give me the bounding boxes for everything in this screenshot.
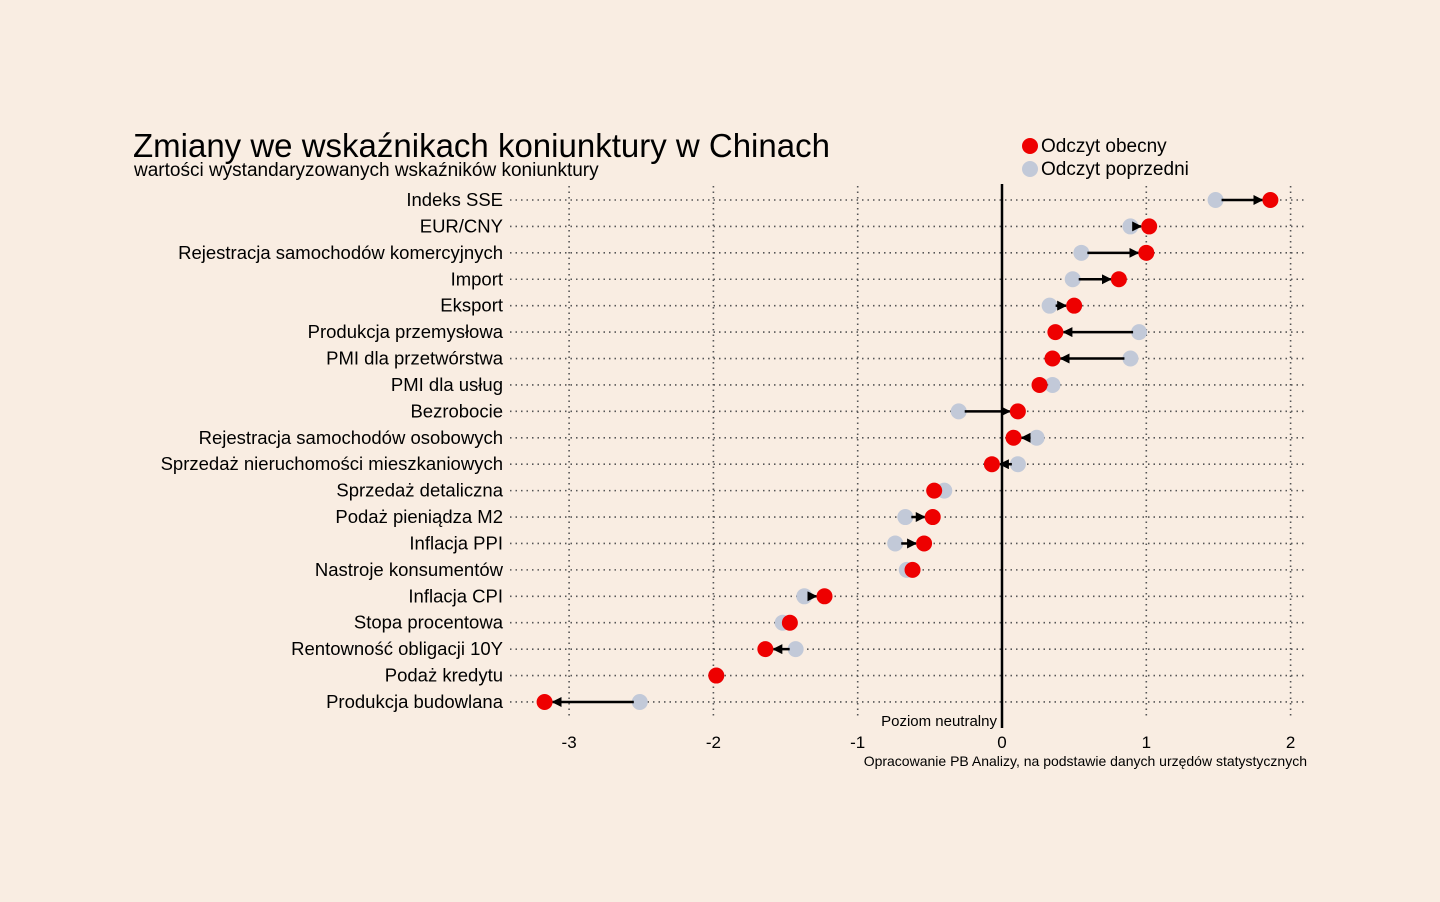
chart-row: Import bbox=[451, 268, 1305, 289]
category-label: Sprzedaż nieruchomości mieszkaniowych bbox=[161, 453, 503, 474]
category-label: Produkcja budowlana bbox=[326, 691, 504, 712]
point-current bbox=[816, 588, 833, 605]
legend-marker-current bbox=[1022, 138, 1038, 154]
point-previous bbox=[950, 403, 967, 420]
point-previous bbox=[1028, 429, 1045, 446]
category-label: Eksport bbox=[440, 295, 503, 316]
point-current bbox=[1047, 324, 1064, 341]
category-label: Stopa procentowa bbox=[354, 612, 504, 633]
category-label: Bezrobocie bbox=[410, 400, 503, 421]
point-current bbox=[1066, 297, 1083, 314]
x-tick-label: -3 bbox=[562, 733, 577, 752]
point-current bbox=[536, 693, 553, 710]
category-label: Indeks SSE bbox=[406, 189, 503, 210]
point-current bbox=[916, 535, 933, 552]
category-label: Inflacja PPI bbox=[409, 532, 503, 553]
point-current bbox=[1009, 403, 1026, 420]
point-previous bbox=[897, 509, 914, 526]
category-label: Sprzedaż detaliczna bbox=[336, 480, 503, 501]
category-label: Podaż kredytu bbox=[385, 665, 503, 686]
point-current bbox=[904, 561, 921, 578]
point-previous bbox=[796, 588, 813, 605]
chart-row: Stopa procentowa bbox=[354, 612, 1305, 633]
chart-row: Eksport bbox=[440, 295, 1305, 316]
category-label: Import bbox=[451, 268, 503, 289]
chart-row: Bezrobocie bbox=[410, 400, 1305, 421]
legend-label-current: Odczyt obecny bbox=[1041, 136, 1167, 157]
x-tick-label: -2 bbox=[706, 733, 721, 752]
legend-label-previous: Odczyt poprzedni bbox=[1041, 159, 1189, 180]
legend-marker-previous bbox=[1022, 161, 1038, 177]
chart-row: Inflacja CPI bbox=[408, 585, 1305, 606]
category-label: Rentowność obligacji 10Y bbox=[291, 638, 503, 659]
category-label: EUR/CNY bbox=[420, 215, 503, 236]
x-tick-label: 0 bbox=[997, 733, 1006, 752]
x-tick-label: 2 bbox=[1286, 733, 1295, 752]
chart-row: Rejestracja samochodów osobowych bbox=[199, 427, 1305, 448]
chart-row: PMI dla przetwórstwa bbox=[326, 348, 1305, 369]
chart-row: Podaż kredytu bbox=[385, 665, 1305, 686]
category-label: Rejestracja samochodów osobowych bbox=[199, 427, 503, 448]
point-previous bbox=[787, 641, 804, 658]
chart-row: Rentowność obligacji 10Y bbox=[291, 638, 1305, 659]
x-tick-label: 1 bbox=[1142, 733, 1151, 752]
point-current bbox=[757, 641, 774, 658]
category-label: Produkcja przemysłowa bbox=[308, 321, 504, 342]
point-previous bbox=[1009, 456, 1026, 473]
chart-row: Indeks SSE bbox=[406, 189, 1305, 210]
point-current bbox=[1031, 376, 1048, 393]
point-current bbox=[1262, 192, 1279, 208]
chart-row: PMI dla usług bbox=[391, 374, 1305, 395]
category-label: Inflacja CPI bbox=[408, 585, 503, 606]
point-current bbox=[1138, 244, 1155, 261]
point-previous bbox=[1122, 218, 1139, 235]
chart-row: EUR/CNY bbox=[420, 215, 1305, 236]
point-current bbox=[1110, 271, 1127, 288]
chart-row: Inflacja PPI bbox=[409, 532, 1305, 553]
legend: Odczyt obecny Odczyt poprzedni bbox=[1022, 136, 1189, 180]
chart-title: Zmiany we wskaźnikach koniunktury w Chin… bbox=[133, 127, 830, 164]
x-tick-label: -1 bbox=[850, 733, 865, 752]
chart-row: Sprzedaż nieruchomości mieszkaniowych bbox=[161, 453, 1305, 474]
point-current bbox=[926, 482, 943, 499]
point-current bbox=[983, 456, 1000, 473]
chart-row: Nastroje konsumentów bbox=[315, 559, 1305, 580]
category-label: PMI dla przetwórstwa bbox=[326, 348, 504, 369]
chart-row: Produkcja budowlana bbox=[326, 691, 1305, 712]
category-label: Podaż pieniądza M2 bbox=[335, 506, 503, 527]
point-previous bbox=[631, 693, 648, 710]
point-current bbox=[924, 509, 941, 526]
source-note: Opracowanie PB Analizy, na podstawie dan… bbox=[864, 753, 1307, 769]
point-previous bbox=[1073, 244, 1090, 261]
point-current bbox=[1005, 429, 1022, 446]
chart-row: Sprzedaż detaliczna bbox=[336, 480, 1305, 501]
chart-subtitle: wartości wystandaryzowanych wskaźników k… bbox=[133, 160, 599, 181]
point-previous bbox=[1122, 350, 1139, 367]
point-previous bbox=[1131, 324, 1148, 341]
neutral-label: Poziom neutralny bbox=[881, 713, 997, 730]
point-previous bbox=[887, 535, 904, 552]
point-current bbox=[781, 614, 798, 631]
point-previous bbox=[1041, 297, 1058, 314]
chart-row: Produkcja przemysłowa bbox=[308, 321, 1305, 342]
point-current bbox=[708, 667, 725, 684]
point-current bbox=[1044, 350, 1061, 367]
chart-row: Rejestracja samochodów komercyjnych bbox=[178, 242, 1305, 263]
category-label: PMI dla usług bbox=[391, 374, 503, 395]
point-current bbox=[1141, 218, 1158, 235]
point-previous bbox=[1207, 192, 1224, 208]
category-label: Nastroje konsumentów bbox=[315, 559, 504, 580]
category-label: Rejestracja samochodów komercyjnych bbox=[178, 242, 503, 263]
point-previous bbox=[1064, 271, 1081, 288]
chart-row: Podaż pieniądza M2 bbox=[335, 506, 1305, 527]
